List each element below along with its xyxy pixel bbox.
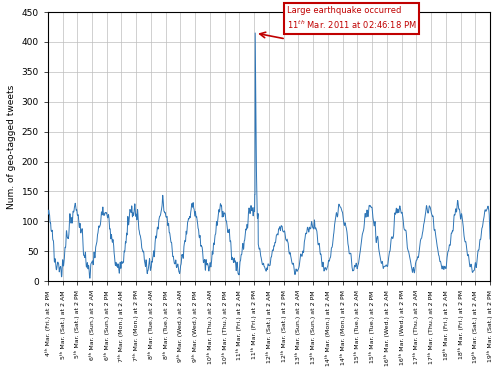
Text: Large earthquake occurred
11$^{th}$ Mar. 2011 at 02:46:18 PM: Large earthquake occurred 11$^{th}$ Mar.…: [287, 6, 416, 31]
Y-axis label: Num. of geo-tagged tweets: Num. of geo-tagged tweets: [7, 85, 16, 209]
